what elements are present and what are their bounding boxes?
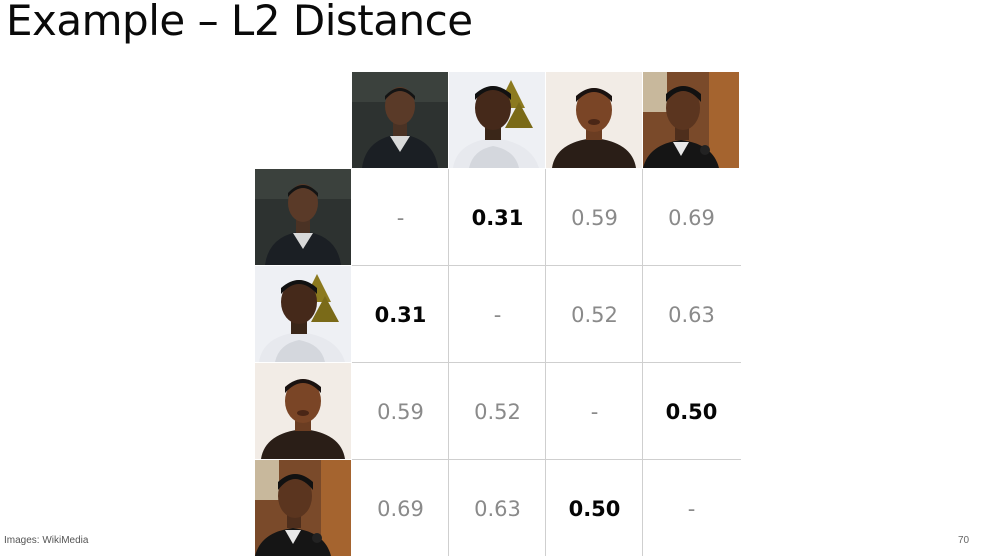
- matrix-cell: 0.63: [668, 302, 715, 327]
- matrix-cell: 0.50: [568, 496, 621, 521]
- col-photo-b: [449, 72, 545, 168]
- matrix-cell: 0.31: [471, 205, 524, 230]
- row-photo-a: [255, 169, 351, 265]
- row-photo-d: [255, 460, 351, 556]
- row-photo-b: [255, 266, 351, 362]
- matrix-cell: 0.59: [377, 399, 424, 424]
- col-photo-a: [352, 72, 448, 168]
- matrix-cell: 0.69: [377, 496, 424, 521]
- matrix-cell: -: [396, 205, 405, 230]
- matrix-cell: 0.52: [571, 302, 618, 327]
- matrix-cell: 0.63: [474, 496, 521, 521]
- distance-matrix: - 0.31 0.59 0.69 0.31 - 0.52 0.63 0.59 0…: [255, 72, 741, 556]
- matrix-cell: 0.52: [474, 399, 521, 424]
- grid-line: [352, 265, 741, 266]
- matrix-cell: 0.50: [665, 399, 718, 424]
- slide-title: Example – L2 Distance: [6, 0, 473, 45]
- portrait-b-icon: [449, 72, 545, 168]
- col-photo-c: [546, 72, 642, 168]
- page-number: 70: [958, 535, 970, 546]
- portrait-d-icon: [643, 72, 739, 168]
- matrix-cell: -: [687, 496, 696, 521]
- portrait-c-icon: [546, 72, 642, 168]
- grid-line: [352, 362, 741, 363]
- portrait-c-icon: [255, 363, 351, 459]
- matrix-cell: -: [493, 302, 502, 327]
- row-photo-c: [255, 363, 351, 459]
- matrix-cell: 0.59: [571, 205, 618, 230]
- matrix-cell: 0.31: [374, 302, 427, 327]
- portrait-b-icon: [255, 266, 351, 362]
- portrait-a-icon: [352, 72, 448, 168]
- matrix-cell: -: [590, 399, 599, 424]
- grid-line: [352, 459, 741, 460]
- portrait-d-icon: [255, 460, 351, 556]
- portrait-a-icon: [255, 169, 351, 265]
- col-photo-d: [643, 72, 739, 168]
- image-credit: Images: WikiMedia: [4, 535, 89, 546]
- matrix-cell: 0.69: [668, 205, 715, 230]
